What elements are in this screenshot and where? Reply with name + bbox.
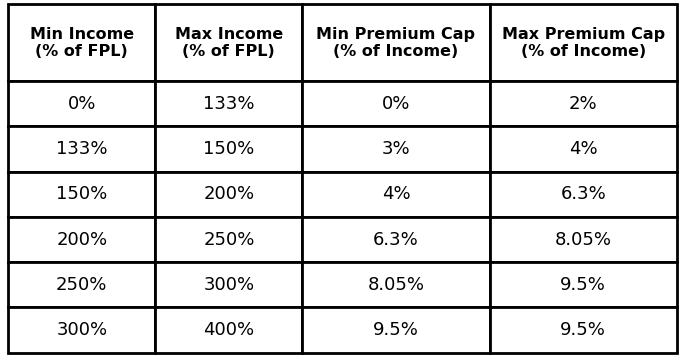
Text: 9.5%: 9.5% (373, 321, 419, 339)
Text: Min Premium Cap
(% of Income): Min Premium Cap (% of Income) (316, 26, 475, 59)
Bar (8, 4, 155, 81)
Text: Max Income
(% of FPL): Max Income (% of FPL) (175, 26, 283, 59)
Bar (8, 307, 155, 353)
Text: 9.5%: 9.5% (560, 321, 606, 339)
Bar (490, 307, 677, 353)
Text: 150%: 150% (203, 140, 254, 158)
Text: 150%: 150% (56, 185, 108, 203)
Text: 200%: 200% (203, 185, 254, 203)
Text: 4%: 4% (569, 140, 597, 158)
Bar (302, 172, 490, 217)
Bar (155, 172, 302, 217)
Bar (490, 262, 677, 307)
Text: 3%: 3% (382, 140, 410, 158)
Text: 300%: 300% (56, 321, 108, 339)
Bar (155, 262, 302, 307)
Bar (490, 217, 677, 262)
Bar (302, 126, 490, 172)
Text: 8.05%: 8.05% (367, 276, 425, 294)
Text: 133%: 133% (203, 95, 255, 113)
Text: 0%: 0% (382, 95, 410, 113)
Text: 250%: 250% (56, 276, 108, 294)
Text: 200%: 200% (56, 231, 108, 248)
Bar (8, 172, 155, 217)
Bar (155, 4, 302, 81)
Text: Min Income
(% of FPL): Min Income (% of FPL) (29, 26, 134, 59)
Bar (302, 307, 490, 353)
Text: 133%: 133% (56, 140, 108, 158)
Text: 0%: 0% (68, 95, 96, 113)
Text: 4%: 4% (382, 185, 410, 203)
Bar (155, 217, 302, 262)
Bar (8, 217, 155, 262)
Text: 6.3%: 6.3% (560, 185, 606, 203)
Bar (8, 81, 155, 126)
Text: 2%: 2% (569, 95, 597, 113)
Bar (490, 172, 677, 217)
Text: 400%: 400% (203, 321, 254, 339)
Bar (302, 262, 490, 307)
Text: 6.3%: 6.3% (373, 231, 419, 248)
Bar (8, 262, 155, 307)
Bar (490, 4, 677, 81)
Text: Max Premium Cap
(% of Income): Max Premium Cap (% of Income) (501, 26, 664, 59)
Bar (155, 126, 302, 172)
Bar (8, 126, 155, 172)
Bar (155, 307, 302, 353)
Bar (302, 217, 490, 262)
Bar (155, 81, 302, 126)
Text: 8.05%: 8.05% (555, 231, 612, 248)
Bar (490, 81, 677, 126)
Text: 250%: 250% (203, 231, 255, 248)
Bar (302, 4, 490, 81)
Bar (302, 81, 490, 126)
Text: 9.5%: 9.5% (560, 276, 606, 294)
Bar (490, 126, 677, 172)
Text: 300%: 300% (203, 276, 254, 294)
